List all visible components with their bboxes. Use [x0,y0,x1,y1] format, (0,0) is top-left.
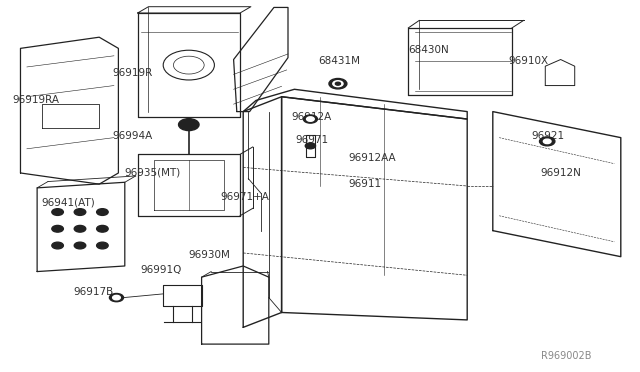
Circle shape [543,139,551,144]
Circle shape [109,294,124,302]
Text: 96991Q: 96991Q [141,265,182,275]
Circle shape [179,119,199,131]
Text: 96910X: 96910X [509,57,549,66]
Text: 68430N: 68430N [408,45,449,55]
Text: 96917B: 96917B [74,287,114,297]
Text: 96912A: 96912A [291,112,332,122]
Circle shape [333,81,343,87]
Circle shape [305,143,316,149]
Circle shape [329,78,347,89]
Circle shape [540,137,555,146]
Circle shape [307,117,314,121]
Circle shape [52,225,63,232]
Circle shape [74,242,86,249]
Text: 96919R: 96919R [112,68,152,77]
Circle shape [303,115,317,123]
Circle shape [74,225,86,232]
Text: 96911: 96911 [349,179,382,189]
Circle shape [97,209,108,215]
Text: 96971: 96971 [296,135,329,144]
Text: 96994A: 96994A [112,131,152,141]
Text: 96935(MT): 96935(MT) [125,168,181,178]
Circle shape [52,242,63,249]
Text: 96912N: 96912N [541,168,582,178]
Circle shape [52,209,63,215]
Text: 96941(AT): 96941(AT) [42,198,95,208]
Text: 96930M: 96930M [189,250,230,260]
Text: 96921: 96921 [531,131,564,141]
Circle shape [335,82,340,85]
Text: 96919RA: 96919RA [13,96,60,105]
Circle shape [97,242,108,249]
Text: R969002B: R969002B [541,352,591,361]
Text: 96971+A: 96971+A [221,192,269,202]
Circle shape [74,209,86,215]
Circle shape [97,225,108,232]
Circle shape [113,295,120,300]
Text: 96912AA: 96912AA [349,153,396,163]
Text: 68431M: 68431M [319,57,361,66]
